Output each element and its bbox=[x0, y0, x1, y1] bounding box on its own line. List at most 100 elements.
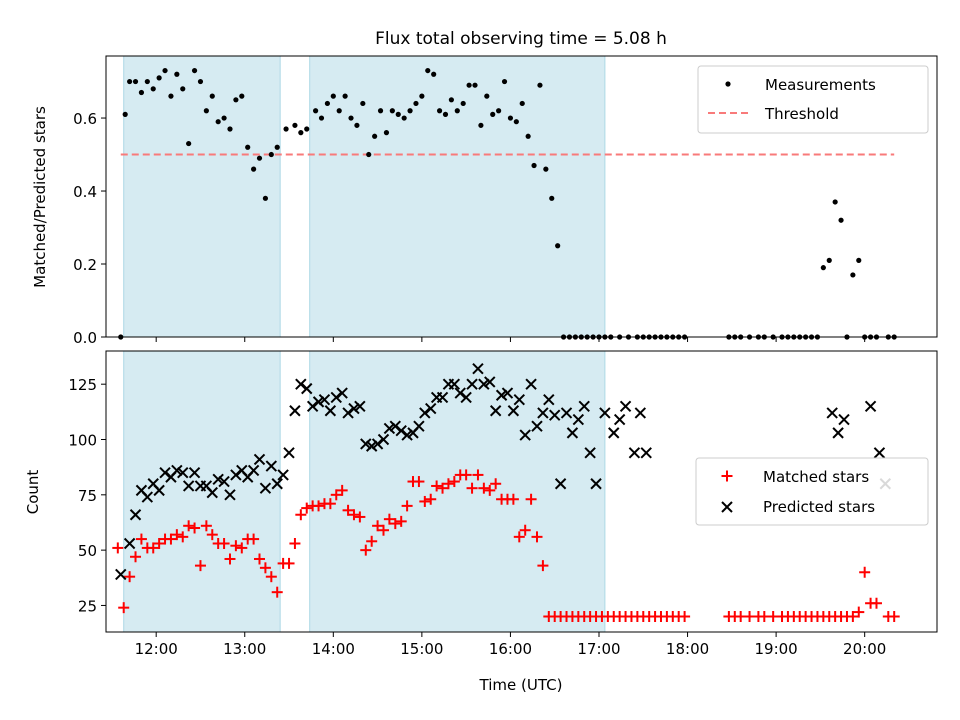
legend-predicted-marker bbox=[721, 501, 733, 513]
predicted-star-point bbox=[271, 478, 283, 490]
predicted-star-point bbox=[566, 427, 579, 439]
y-tick-label: 0.6 bbox=[73, 110, 97, 128]
predicted-star-point bbox=[466, 378, 478, 390]
predicted-star-point bbox=[613, 413, 626, 426]
matched-star-point bbox=[230, 540, 242, 552]
measurement-point bbox=[292, 122, 298, 128]
measurement-point bbox=[419, 93, 425, 99]
matched-star-point bbox=[395, 515, 407, 527]
predicted-star-point bbox=[425, 402, 437, 415]
measurement-point bbox=[401, 115, 407, 121]
predicted-star-point bbox=[330, 391, 342, 404]
predicted-star-point bbox=[864, 400, 877, 413]
matched-star-point bbox=[301, 502, 313, 514]
matched-star-point bbox=[460, 469, 472, 481]
measurement-point bbox=[436, 108, 443, 114]
matched-stars-points bbox=[112, 469, 900, 623]
matched-star-point bbox=[283, 557, 295, 569]
x-tick-label: 19:00 bbox=[754, 640, 797, 658]
measurement-point bbox=[312, 108, 319, 114]
predicted-star-point bbox=[838, 413, 850, 426]
matched-star-point bbox=[507, 493, 519, 505]
matched-star-point bbox=[490, 478, 502, 490]
matched-star-point bbox=[118, 602, 130, 614]
matched-star-point bbox=[513, 531, 525, 543]
matched-star-point bbox=[413, 476, 425, 488]
measurement-point bbox=[304, 126, 310, 132]
predicted-star-point bbox=[230, 469, 242, 481]
legend-measurements-label: Measurements bbox=[765, 76, 876, 94]
predicted-star-point bbox=[129, 509, 142, 521]
measurement-point bbox=[431, 71, 437, 77]
measurement-point bbox=[460, 100, 466, 107]
predicted-star-point bbox=[318, 393, 331, 406]
matched-star-point bbox=[466, 482, 478, 494]
legend-matched-label: Matched stars bbox=[763, 468, 869, 486]
predicted-star-point bbox=[628, 447, 641, 459]
matched-star-point bbox=[112, 542, 124, 554]
measurement-point bbox=[348, 115, 354, 121]
predicted-star-point bbox=[525, 378, 537, 390]
measurement-point bbox=[478, 122, 484, 128]
bottom-y-ticks: 25 50 75 100 125 bbox=[68, 376, 106, 615]
predicted-star-point bbox=[115, 568, 127, 581]
measurement-point bbox=[138, 89, 145, 96]
predicted-star-point bbox=[554, 478, 567, 490]
top-shaded-intervals bbox=[123, 56, 606, 337]
predicted-star-point bbox=[560, 407, 573, 419]
matched-star-point bbox=[336, 484, 348, 496]
x-tick-label: 16:00 bbox=[489, 640, 532, 658]
matched-star-point bbox=[537, 560, 549, 572]
measurement-point bbox=[318, 115, 325, 121]
matched-star-point bbox=[236, 542, 248, 554]
matched-star-point bbox=[859, 566, 871, 578]
predicted-star-point bbox=[218, 475, 230, 488]
measurement-point bbox=[168, 93, 174, 99]
matched-star-point bbox=[366, 535, 378, 547]
predicted-star-point bbox=[495, 389, 508, 401]
x-tick-label: 13:00 bbox=[223, 640, 266, 658]
measurement-point bbox=[389, 108, 395, 114]
measurement-point bbox=[203, 108, 209, 114]
matched-star-point bbox=[183, 520, 195, 532]
measurement-point bbox=[144, 78, 150, 85]
matched-star-point bbox=[248, 533, 260, 545]
matched-star-point bbox=[130, 551, 142, 563]
measurement-point bbox=[186, 140, 192, 147]
measurement-point bbox=[233, 97, 239, 103]
predicted-star-point bbox=[159, 466, 171, 479]
measurement-point bbox=[484, 93, 490, 99]
predicted-star-point bbox=[277, 469, 289, 481]
matched-star-point bbox=[342, 504, 354, 516]
matched-star-point bbox=[372, 520, 384, 532]
measurement-point bbox=[197, 78, 204, 85]
measurement-point bbox=[251, 166, 257, 172]
y-tick-label: 125 bbox=[68, 376, 97, 394]
predicted-star-point bbox=[383, 422, 396, 435]
measurement-point bbox=[274, 144, 280, 150]
predicted-star-point bbox=[501, 387, 514, 399]
predicted-star-point bbox=[365, 440, 378, 452]
measurement-point bbox=[221, 115, 227, 121]
top-panel: 0.0 0.2 0.4 0.6 Flux total observing time =… bbox=[31, 29, 938, 347]
measurement-point bbox=[496, 108, 502, 114]
matched-star-point bbox=[425, 493, 437, 505]
matched-star-point bbox=[401, 500, 413, 512]
measurement-point bbox=[442, 111, 449, 117]
x-tick-label: 20:00 bbox=[843, 640, 886, 658]
predicted-star-point bbox=[206, 486, 218, 499]
predicted-star-point bbox=[531, 420, 543, 432]
predicted-star-point bbox=[489, 405, 502, 417]
measurement-point bbox=[448, 97, 454, 103]
matched-star-point bbox=[472, 469, 484, 481]
measurement-point bbox=[245, 144, 251, 150]
predicted-star-point bbox=[599, 407, 611, 419]
x-tick-label: 14:00 bbox=[312, 640, 355, 658]
measurement-point bbox=[838, 217, 844, 223]
predicted-star-point bbox=[265, 460, 278, 472]
matched-star-point bbox=[189, 522, 201, 534]
measurement-point bbox=[354, 122, 360, 128]
measurement-point bbox=[501, 78, 508, 85]
legend-measurements-marker bbox=[725, 81, 731, 87]
